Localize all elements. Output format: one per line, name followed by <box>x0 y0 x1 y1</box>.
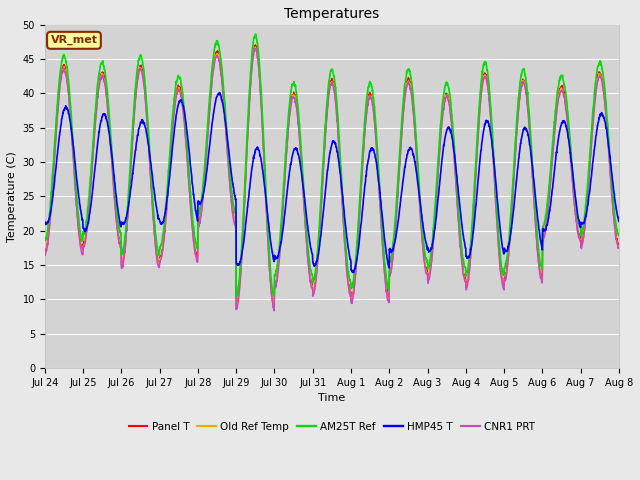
Panel T <box>201 171 209 177</box>
Line: Panel T: Panel T <box>45 45 619 308</box>
CNR1 PRT <box>271 308 278 314</box>
Old Ref Temp <box>201 172 209 178</box>
HMP45 T <box>580 218 588 224</box>
HMP45 T <box>201 183 209 189</box>
AM25T Ref <box>362 108 369 114</box>
Old Ref Temp <box>41 250 49 256</box>
Panel T <box>349 291 357 297</box>
Panel T <box>41 249 49 255</box>
CNR1 PRT <box>41 252 49 258</box>
Title: Temperatures: Temperatures <box>284 7 380 21</box>
HMP45 T <box>499 248 507 253</box>
Old Ref Temp <box>499 282 507 288</box>
Y-axis label: Temperature (C): Temperature (C) <box>7 151 17 242</box>
Old Ref Temp <box>615 242 623 248</box>
Old Ref Temp <box>565 131 573 136</box>
HMP45 T <box>349 270 357 276</box>
CNR1 PRT <box>201 174 209 180</box>
CNR1 PRT <box>349 294 357 300</box>
Old Ref Temp <box>362 121 369 127</box>
Old Ref Temp <box>580 227 588 233</box>
AM25T Ref <box>201 161 209 167</box>
CNR1 PRT <box>580 228 588 234</box>
Panel T <box>565 130 573 136</box>
CNR1 PRT <box>362 121 369 127</box>
CNR1 PRT <box>251 46 259 51</box>
AM25T Ref <box>349 282 357 288</box>
Text: VR_met: VR_met <box>51 35 97 46</box>
Panel T <box>615 241 623 247</box>
AM25T Ref <box>499 272 507 278</box>
AM25T Ref <box>41 236 49 242</box>
CNR1 PRT <box>615 244 623 250</box>
AM25T Ref <box>615 233 623 239</box>
CNR1 PRT <box>565 133 573 139</box>
AM25T Ref <box>232 293 240 299</box>
Legend: Panel T, Old Ref Temp, AM25T Ref, HMP45 T, CNR1 PRT: Panel T, Old Ref Temp, AM25T Ref, HMP45 … <box>124 418 540 436</box>
Panel T <box>580 225 588 231</box>
AM25T Ref <box>580 213 588 218</box>
HMP45 T <box>216 90 223 96</box>
HMP45 T <box>565 136 573 142</box>
AM25T Ref <box>252 31 259 37</box>
Old Ref Temp <box>271 306 278 312</box>
X-axis label: Time: Time <box>318 393 346 403</box>
CNR1 PRT <box>499 286 507 291</box>
Panel T <box>252 42 259 48</box>
Panel T <box>499 283 507 289</box>
Line: CNR1 PRT: CNR1 PRT <box>45 48 619 311</box>
Panel T <box>232 305 240 311</box>
Old Ref Temp <box>252 44 259 50</box>
HMP45 T <box>349 270 356 276</box>
Line: HMP45 T: HMP45 T <box>45 93 619 273</box>
Line: AM25T Ref: AM25T Ref <box>45 34 619 296</box>
Line: Old Ref Temp: Old Ref Temp <box>45 47 619 309</box>
Old Ref Temp <box>349 293 357 299</box>
AM25T Ref <box>565 119 573 124</box>
HMP45 T <box>615 218 623 224</box>
Panel T <box>362 120 369 126</box>
HMP45 T <box>362 179 369 184</box>
HMP45 T <box>41 219 49 225</box>
